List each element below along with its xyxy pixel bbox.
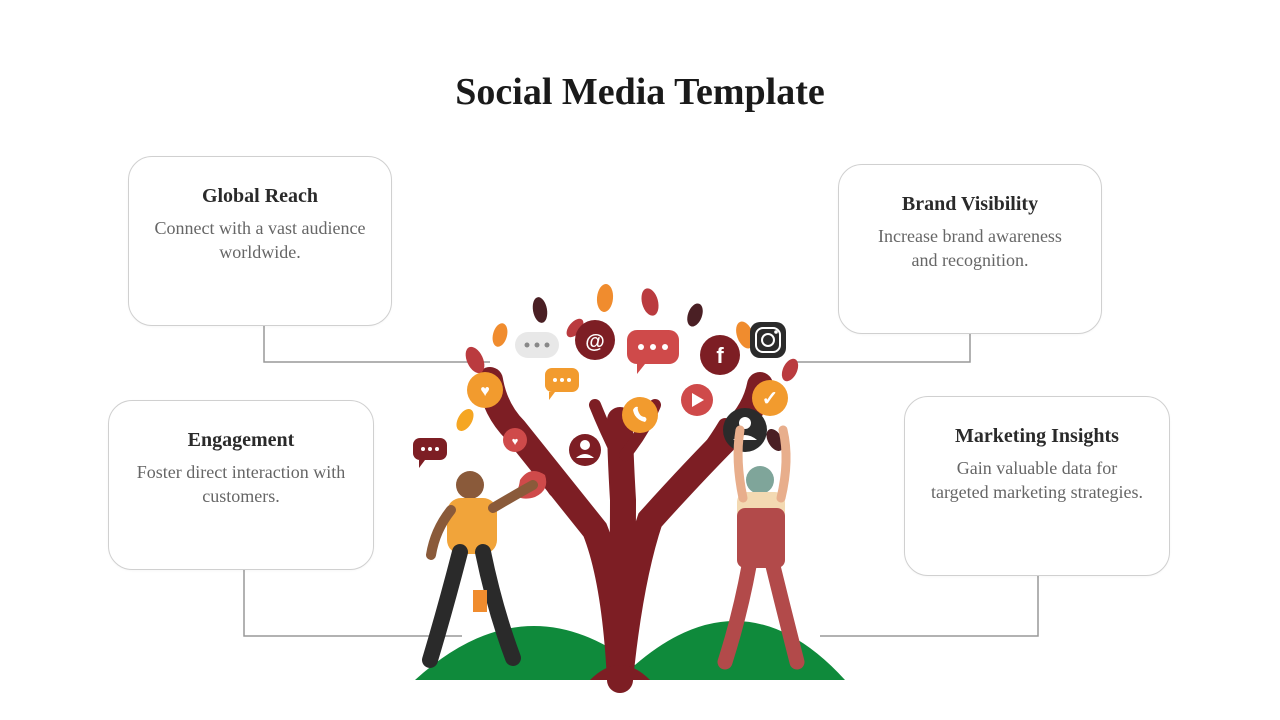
svg-text:f: f [716,343,724,368]
card-title: Brand Visibility [863,193,1077,216]
card-body: Gain valuable data for targeted marketin… [929,456,1145,505]
card-brand-visibility: Brand Visibility Increase brand awarenes… [838,164,1102,334]
center-illustration: ♥ @ f ✓ ♥ [395,280,865,700]
card-title: Global Reach [153,185,367,208]
card-marketing-insights: Marketing Insights Gain valuable data fo… [904,396,1170,576]
svg-text:@: @ [585,331,605,353]
svg-text:♥: ♥ [512,436,519,448]
card-body: Connect with a vast audience worldwide. [153,216,367,265]
card-engagement: Engagement Foster direct interaction wit… [108,400,374,570]
card-body: Foster direct interaction with customers… [133,460,349,509]
svg-text:♥: ♥ [480,383,490,400]
card-body: Increase brand awareness and recognition… [863,224,1077,273]
card-title: Marketing Insights [929,425,1145,448]
card-global-reach: Global Reach Connect with a vast audienc… [128,156,392,326]
person-left [413,438,533,660]
card-title: Engagement [133,429,349,452]
page-title: Social Media Template [0,70,1280,114]
svg-text:✓: ✓ [762,388,779,410]
